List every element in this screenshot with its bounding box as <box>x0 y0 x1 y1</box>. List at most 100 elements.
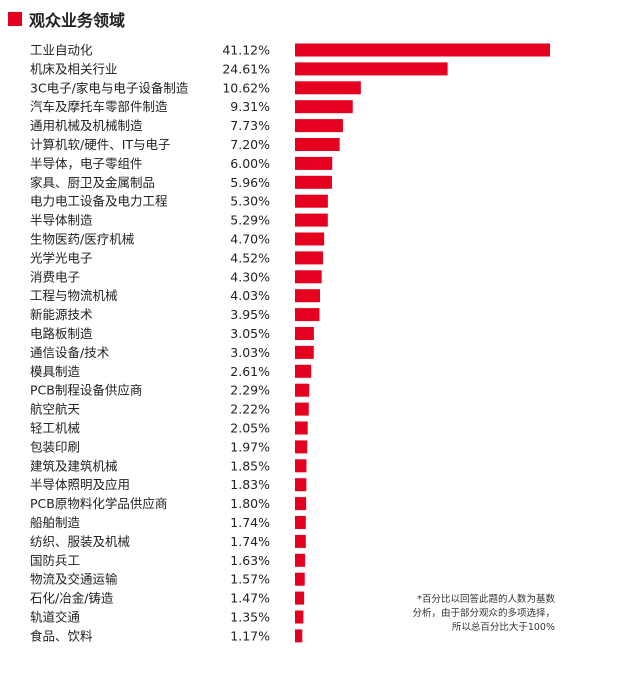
bar <box>295 364 312 378</box>
category-label: 生物医药/医疗机械 <box>30 232 135 247</box>
bar <box>295 327 314 340</box>
bar <box>295 383 310 397</box>
category-label: 食品、饮料 <box>30 628 93 643</box>
footnote: *百分比以回答此题的人数为基数 分析，由于部分观众的多项选择， 所以总百分比大于… <box>365 593 555 635</box>
category-label: 轻工机械 <box>30 421 81 436</box>
category-label: 家具、厨卫及金属制品 <box>30 175 155 190</box>
bar <box>295 62 448 76</box>
value-label: 41.12% <box>222 43 270 58</box>
bar <box>295 629 303 643</box>
title-square-icon <box>8 12 22 26</box>
category-label: 消费电子 <box>30 269 80 284</box>
category-label: 轨道交通 <box>30 610 81 625</box>
bar <box>295 270 322 284</box>
category-label: 半导体制造 <box>30 213 93 228</box>
bar <box>295 232 325 246</box>
value-label: 1.63% <box>230 553 270 568</box>
value-label: 4.30% <box>230 269 270 284</box>
category-label: 光学光电子 <box>30 250 93 265</box>
bar <box>295 213 328 227</box>
value-label: 1.80% <box>230 496 270 511</box>
category-label: 包装印刷 <box>30 439 80 454</box>
value-label: 9.31% <box>230 99 270 114</box>
footnote-line-3: 所以总百分比大于100% <box>451 622 555 633</box>
value-label: 7.73% <box>230 118 270 133</box>
category-label: 模具制造 <box>30 364 81 379</box>
value-label: 2.61% <box>230 364 270 379</box>
bar <box>295 138 340 151</box>
value-label: 3.95% <box>230 307 270 322</box>
value-label: 10.62% <box>222 80 270 95</box>
category-label: 船舶制造 <box>30 515 81 530</box>
bar <box>295 251 324 265</box>
bar <box>295 345 314 359</box>
value-label: 1.35% <box>230 610 270 625</box>
value-label: 4.03% <box>230 288 270 303</box>
value-label: 3.05% <box>230 326 270 341</box>
category-label: 机床及相关行业 <box>30 61 118 76</box>
bar <box>295 43 550 57</box>
value-label: 5.30% <box>230 194 270 209</box>
bar <box>295 478 307 492</box>
bar <box>295 175 332 189</box>
category-label: 3C电子/家电与电子设备制造 <box>30 80 189 95</box>
category-label: 半导体照明及应用 <box>30 477 130 492</box>
value-label: 2.22% <box>230 402 270 417</box>
category-label: 计算机软/硬件、IT与电子 <box>30 137 171 152</box>
footnote-line-2: 分析，由于部分观众的多项选择， <box>412 608 555 619</box>
bar <box>295 421 308 435</box>
bar <box>295 553 306 567</box>
category-label: 航空航天 <box>30 402 81 417</box>
value-label: 1.74% <box>230 515 270 530</box>
bar <box>295 497 307 511</box>
bar <box>295 516 306 529</box>
value-label: 24.61% <box>222 61 270 76</box>
value-label: 1.17% <box>230 628 270 643</box>
category-label: 建筑及建筑机械 <box>30 458 118 473</box>
category-label: PCB制程设备供应商 <box>30 383 142 398</box>
category-label: 纺织、服装及机械 <box>30 534 131 549</box>
bar <box>295 591 305 605</box>
value-label: 1.47% <box>230 591 270 606</box>
bar <box>295 119 343 133</box>
category-label: 汽车及摩托车零部件制造 <box>30 99 168 114</box>
bar <box>295 156 333 170</box>
value-label: 2.29% <box>230 383 270 398</box>
category-label: 通信设备/技术 <box>30 345 110 360</box>
value-label: 1.85% <box>230 458 270 473</box>
chart-title: 观众业务领域 <box>29 11 126 30</box>
value-label: 5.29% <box>230 213 270 228</box>
value-label: 1.74% <box>230 534 270 549</box>
category-label: 电路板制造 <box>30 326 93 341</box>
value-label: 6.00% <box>230 156 270 171</box>
value-label: 4.52% <box>230 250 270 265</box>
category-label: 国防兵工 <box>30 553 80 568</box>
value-label: 3.03% <box>230 345 270 360</box>
bar <box>295 610 304 624</box>
value-label: 1.57% <box>230 572 270 587</box>
category-label: 新能源技术 <box>30 307 93 322</box>
bar <box>295 459 307 473</box>
bar <box>295 440 308 454</box>
bar <box>295 81 361 95</box>
value-label: 4.70% <box>230 232 270 247</box>
bar <box>295 308 320 322</box>
category-label: 通用机械及机械制造 <box>30 118 143 133</box>
bar <box>295 534 306 548</box>
value-label: 2.05% <box>230 421 270 436</box>
bar <box>295 100 353 114</box>
category-label: 电力电工设备及电力工程 <box>30 194 168 209</box>
footnote-line-1: *百分比以回答此题的人数为基数 <box>417 594 555 605</box>
value-label: 1.83% <box>230 477 270 492</box>
bar <box>295 572 305 586</box>
chart-header: 观众业务领域 <box>8 6 125 32</box>
bar <box>295 402 309 416</box>
bar <box>295 289 320 303</box>
bar <box>295 194 328 208</box>
category-label: 物流及交通运输 <box>30 572 118 587</box>
category-label: PCB原物料化学品供应商 <box>30 496 167 511</box>
value-label: 5.96% <box>230 175 270 190</box>
value-label: 7.20% <box>230 137 270 152</box>
category-label: 工业自动化 <box>30 43 93 58</box>
